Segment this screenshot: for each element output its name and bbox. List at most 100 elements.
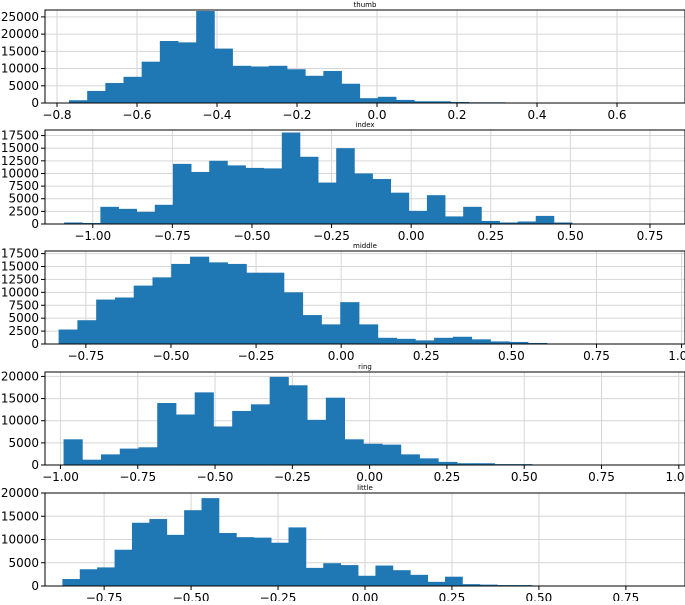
x-tick-label: −0.8 <box>42 108 71 122</box>
histogram-bar <box>155 205 174 224</box>
x-tick-label: −0.50 <box>234 229 271 243</box>
histogram-bar <box>318 183 337 224</box>
histogram-bar <box>227 165 246 224</box>
x-tick-label: 0.75 <box>613 591 640 601</box>
y-tick-label: 20000 <box>1 369 39 383</box>
histogram-bar <box>382 445 401 465</box>
histogram-bar <box>393 570 411 586</box>
histogram-bar <box>409 211 428 224</box>
y-tick-label: 15000 <box>1 392 39 406</box>
y-tick-label: 25000 <box>1 10 39 24</box>
y-tick-label: 12500 <box>1 272 39 286</box>
y-tick-label: 10000 <box>1 166 39 180</box>
histogram-bar <box>453 337 472 344</box>
x-tick-label: −0.75 <box>154 229 191 243</box>
histogram-bar <box>251 404 270 465</box>
histogram-bar <box>105 83 124 103</box>
histogram-bar <box>120 449 139 465</box>
x-tick-label: 1.00 <box>665 470 685 484</box>
y-tick-label: 20000 <box>1 27 39 41</box>
x-tick-label: −1.00 <box>42 470 79 484</box>
histogram-bar <box>101 454 120 465</box>
histogram-bar <box>134 286 153 344</box>
histogram-bar <box>415 340 434 344</box>
histogram-bar <box>321 324 340 344</box>
y-tick-label: 15000 <box>1 509 39 523</box>
y-tick-label: 7500 <box>8 179 39 193</box>
x-tick-label: −1.00 <box>74 229 111 243</box>
histogram-bar <box>341 565 359 586</box>
histogram-bar <box>288 385 307 465</box>
histogram-bar <box>428 582 446 586</box>
x-tick-label: 0.75 <box>637 229 664 243</box>
histogram-bar <box>87 91 106 103</box>
histogram-bar <box>434 338 453 344</box>
y-tick-label: 10000 <box>1 414 39 428</box>
y-tick-label: 7500 <box>8 298 39 312</box>
histogram-bar <box>80 569 98 586</box>
y-tick-label: 2500 <box>8 324 39 338</box>
histogram-bar <box>287 69 306 103</box>
x-tick-label: 0.50 <box>498 349 525 363</box>
y-tick-label: 0 <box>31 579 39 593</box>
histogram-bar <box>178 42 197 103</box>
x-tick-label: 0.00 <box>398 229 425 243</box>
x-tick-label: −0.50 <box>173 591 210 601</box>
x-tick-label: −0.25 <box>260 591 297 601</box>
histogram-bar <box>59 330 78 344</box>
histogram-bar <box>100 207 119 224</box>
histogram-bar <box>77 320 96 344</box>
histogram-bar <box>323 71 342 103</box>
x-tick-label: 0.4 <box>527 108 546 122</box>
histogram-bars-thumb <box>69 11 578 103</box>
histogram-bar <box>124 77 143 103</box>
histogram-bar <box>326 398 345 465</box>
histogram-bar <box>115 298 134 345</box>
histogram-bar <box>269 66 288 103</box>
x-tick-label: −0.25 <box>313 229 350 243</box>
y-tick-label: 10000 <box>1 533 39 547</box>
panel-title-index: index <box>355 121 374 129</box>
histogram-bar <box>190 257 209 344</box>
panel-middle: −0.75−0.50−0.250.000.250.500.751.0002500… <box>1 242 685 363</box>
x-tick-label: −0.50 <box>153 349 190 363</box>
histogram-bars-little <box>62 498 584 586</box>
x-tick-label: 0.75 <box>588 470 615 484</box>
histogram-bar <box>536 216 555 224</box>
histogram-bars-index <box>64 133 572 224</box>
histogram-bar <box>340 302 359 344</box>
histogram-bar <box>342 84 361 103</box>
histogram-bar <box>401 454 420 465</box>
y-tick-label: 15000 <box>1 260 39 274</box>
histogram-bar <box>336 148 355 224</box>
histogram-bar <box>209 161 228 224</box>
histogram-bar <box>96 300 115 344</box>
histogram-bar <box>64 439 83 465</box>
y-tick-label: 17500 <box>1 247 39 261</box>
histogram-bar <box>152 277 171 344</box>
y-tick-label: 15000 <box>1 44 39 58</box>
panel-title-thumb: thumb <box>354 1 377 9</box>
x-tick-label: −0.4 <box>202 108 231 122</box>
x-tick-label: 0.50 <box>557 229 584 243</box>
x-tick-label: 0.2 <box>447 108 466 122</box>
histogram-bar <box>420 458 439 465</box>
x-tick-label: −0.75 <box>67 349 104 363</box>
histogram-bar <box>139 447 158 465</box>
y-tick-label: 5000 <box>8 556 39 570</box>
histogram-bar <box>284 292 303 344</box>
x-tick-label: 0.6 <box>607 108 626 122</box>
histogram-bar <box>173 164 192 224</box>
histogram-bar <box>270 377 289 465</box>
x-tick-label: 0.0 <box>367 108 386 122</box>
x-tick-label: 0.00 <box>356 470 383 484</box>
y-tick-label: 20000 <box>1 486 39 500</box>
y-tick-label: 0 <box>31 96 39 110</box>
x-tick-label: 0.25 <box>434 470 461 484</box>
histogram-bar <box>219 533 237 586</box>
y-tick-label: 5000 <box>8 192 39 206</box>
histogram-bar <box>359 324 378 344</box>
y-tick-label: 12500 <box>1 154 39 168</box>
